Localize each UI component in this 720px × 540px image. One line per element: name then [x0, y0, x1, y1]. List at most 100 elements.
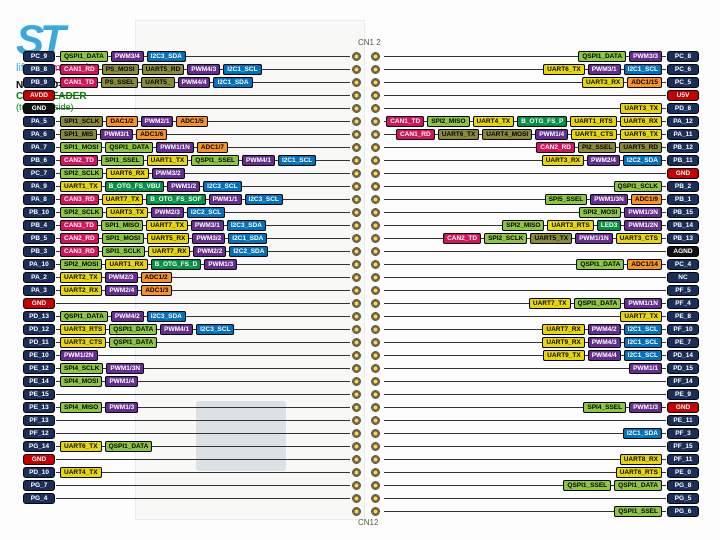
pin-row: PE_14SPI4_MOSIPWM1/4: [22, 375, 350, 388]
func-tag: SPI4_MOSI: [60, 376, 102, 387]
pin-hole: [352, 234, 361, 243]
pin-hole: [352, 507, 361, 516]
func-tag: SPI1_SCLK: [60, 116, 103, 127]
header-pin-pair: [352, 89, 380, 102]
pin-label: PA_10: [23, 259, 55, 270]
pin-hole: [371, 104, 380, 113]
func-tag: SPI4_MISO: [60, 402, 102, 413]
header-pin-pair: [352, 440, 380, 453]
func-tag: PWM4/2: [588, 324, 621, 335]
pin-hole: [371, 390, 380, 399]
pin-row: ADC1/14QSPI1_DATAPC_4: [384, 258, 700, 271]
pin-row: PF_12: [22, 427, 350, 440]
func-tag: UART3_TX: [106, 207, 148, 218]
pin-label: AVDD: [23, 90, 55, 101]
pin-hole: [352, 65, 361, 74]
pin-row: UART5_RDPI2_SSELCAN2_RDPB_12: [384, 141, 700, 154]
func-tag: ADC1/3: [141, 285, 172, 296]
pin-label: PE_12: [23, 363, 55, 374]
pin-row: UART7_TXPE_8: [384, 310, 700, 323]
pin-label: PB_15: [667, 207, 699, 218]
func-tag: UART1_RX: [105, 259, 147, 270]
func-tag: SPI2_SCLK: [484, 233, 527, 244]
func-tag: CAN3_RD: [60, 246, 99, 257]
pin-label: PB_3: [23, 246, 55, 257]
pin-hole: [371, 364, 380, 373]
pin-label: PA_11: [667, 129, 699, 140]
pin-label: PA_2: [23, 272, 55, 283]
func-tag: PWM2/2: [193, 246, 226, 257]
pin-hole: [352, 195, 361, 204]
pin-hole: [371, 286, 380, 295]
func-tag: I2C2_SDA: [229, 246, 268, 257]
func-tag: DAC1/2: [106, 116, 137, 127]
right-pin-column: PWM3/3QSPI1_DATAPC_8I2C1_SCLPWM3/1UART6_…: [384, 50, 700, 518]
pin-row: PD_13QSPI1_DATAPWM4/2I2C3_SDA: [22, 310, 350, 323]
pin-label: PC_5: [667, 77, 699, 88]
func-tag: B_OTG_FS_SOF: [146, 194, 205, 205]
func-tag: UART5_TX: [530, 233, 572, 244]
func-tag: UART1_CTS: [571, 129, 617, 140]
pin-row: PB_8CAN1_RDPS_MOSIUART5_RDPWM4/3I2C1_SCL: [22, 63, 350, 76]
func-tag: QSPI1_DATA: [60, 311, 108, 322]
header-pin-pair: [352, 193, 380, 206]
func-tag: SPI1_MOSI: [60, 142, 102, 153]
func-tag: PWM4/3: [187, 64, 220, 75]
pin-hole: [371, 507, 380, 516]
pin-row: UART8_RXPF_11: [384, 453, 700, 466]
pin-row: GND: [22, 453, 350, 466]
func-tag: PWM1/3: [105, 402, 138, 413]
func-tag: PS_MOSI: [102, 64, 139, 75]
pin-hole: [352, 299, 361, 308]
pin-row: PC_7SPI2_SCLKUART6_RXPWM3/2: [22, 167, 350, 180]
func-tag: I2C3_SCL: [203, 181, 241, 192]
func-tag: PWM3/1: [191, 220, 224, 231]
func-tag: ADC1/6: [136, 129, 167, 140]
header-pin-pair: [352, 245, 380, 258]
pin-hole: [371, 312, 380, 321]
func-tag: QSPI1_SSEL: [191, 155, 239, 166]
pin-hole: [371, 195, 380, 204]
func-tag: CAN1_RD: [60, 64, 99, 75]
pin-row: PF_13: [22, 414, 350, 427]
func-tag: PWM1/1N: [156, 142, 194, 153]
pin-row: QSPI1_SCLKPB_2: [384, 180, 700, 193]
pin-hole: [352, 286, 361, 295]
pin-label: PG_5: [667, 493, 699, 504]
pin-hole: [371, 169, 380, 178]
func-tag: B_OTG_FS_D: [151, 259, 202, 270]
func-tag: QSPI1_DATA: [574, 298, 622, 309]
pin-label: PB_13: [667, 233, 699, 244]
func-tag: PWM3/1: [100, 129, 133, 140]
pin-label: PD_15: [667, 363, 699, 374]
header-pin-pair: [352, 336, 380, 349]
pin-row: U5V: [384, 89, 700, 102]
func-tag: UART8_RX: [620, 454, 662, 465]
pin-label: PA_12: [667, 116, 699, 127]
pin-row: PB_3CAN3_RDSPI1_SCLKUART7_RXPWM2/2I2C2_S…: [22, 245, 350, 258]
pin-row: PA_7SPI1_MOSIQSPI1_DATAPWM1/1NADC1/7: [22, 141, 350, 154]
pin-hole: [371, 403, 380, 412]
pin-hole: [371, 221, 380, 230]
func-tag: QSPI1_SSEL: [614, 506, 662, 517]
func-tag: UART7_TX: [620, 311, 662, 322]
header-pin-pair: [352, 50, 380, 63]
func-tag: CAN1_TD: [386, 116, 424, 127]
func-tag: UART2_RX: [60, 285, 102, 296]
func-tag: UART3_RX: [582, 77, 624, 88]
func-tag: UART6_TX: [438, 129, 480, 140]
pin-hole: [371, 442, 380, 451]
func-tag: PWM1/2N: [60, 350, 98, 361]
pin-row: PE_11: [384, 414, 700, 427]
pin-hole: [352, 364, 361, 373]
pin-hole: [371, 156, 380, 165]
pin-hole: [352, 104, 361, 113]
pin-label: PE_0: [667, 467, 699, 478]
func-tag: PWM4/4: [178, 77, 211, 88]
func-tag: I2C1_SCL: [624, 350, 662, 361]
pin-row: PB_4CAN3_TDSPI1_MISOUART7_TXPWM3/1I2C3_S…: [22, 219, 350, 232]
pin-row: UART6_RXUART1_RTSB_OTG_FS_PUART4_TXSPI2_…: [384, 115, 700, 128]
func-tag: I2C1_SDA: [228, 233, 267, 244]
pin-row: PC_9QSPI1_DATAPWM3/4I2C3_SDA: [22, 50, 350, 63]
func-tag: PWM4/3: [588, 337, 621, 348]
